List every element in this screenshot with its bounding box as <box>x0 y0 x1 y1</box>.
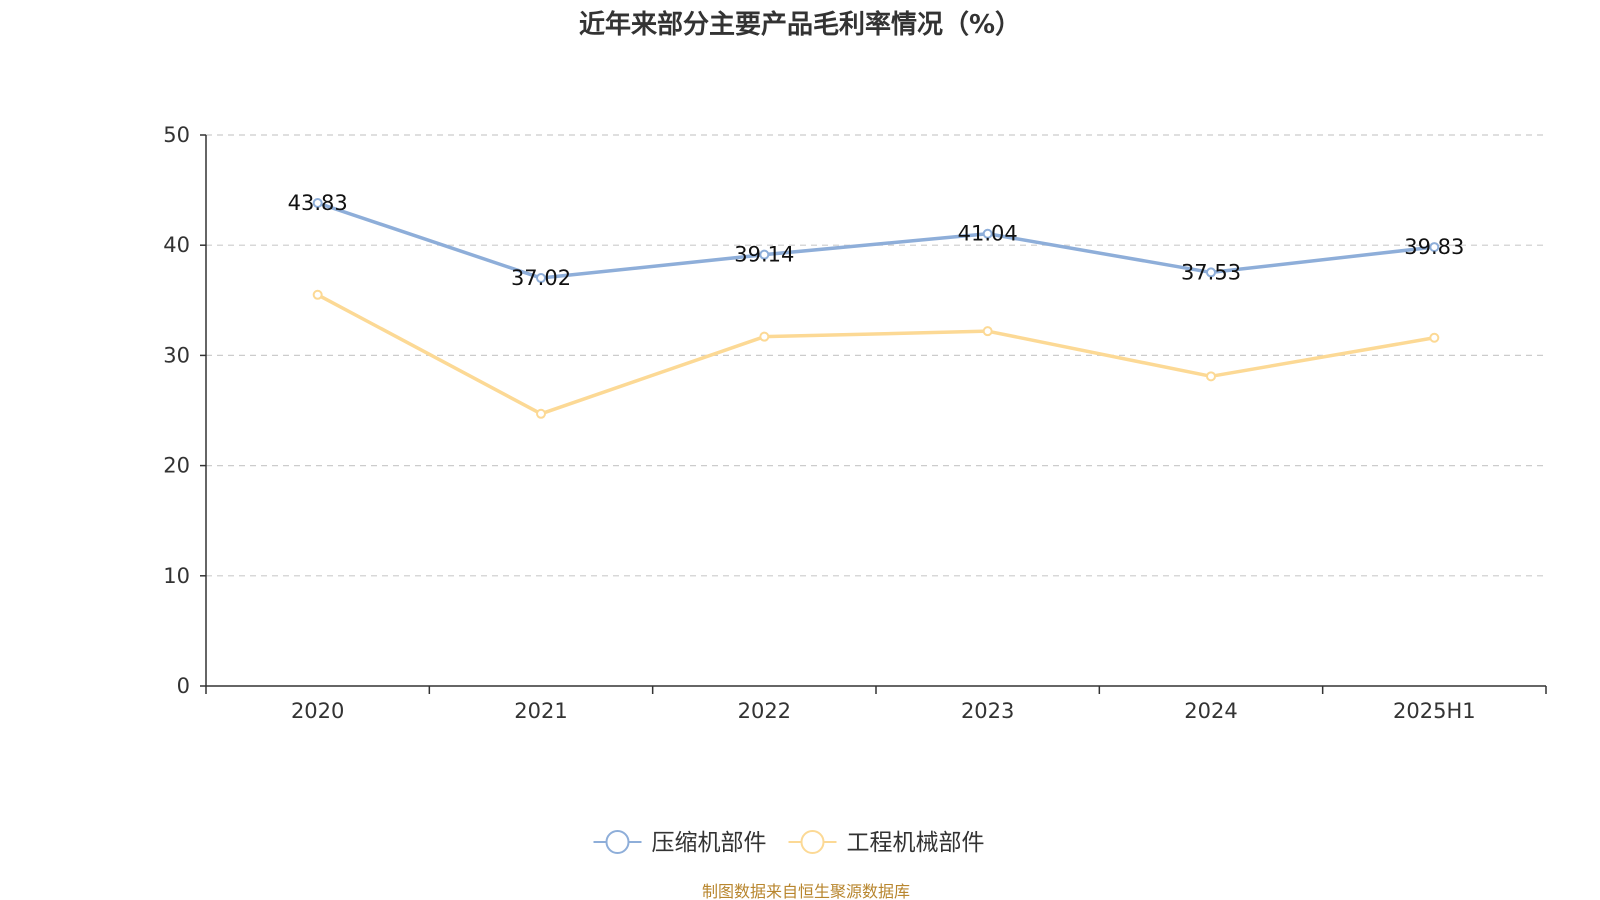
data-point-0-1[interactable] <box>536 273 546 284</box>
y-tick-label-40: 40 <box>163 233 190 257</box>
data-point-0-5[interactable] <box>1429 242 1440 253</box>
x-tick-label-2023: 2023 <box>961 699 1014 723</box>
data-point-0-4[interactable] <box>1206 267 1216 278</box>
legend-item-1[interactable]: 工程机械部件 <box>788 830 985 856</box>
data-label-0-5: 39.83 <box>1404 235 1464 259</box>
data-point-1-4[interactable] <box>1206 371 1216 382</box>
data-point-0-0[interactable] <box>312 197 323 208</box>
data-labels: 43.83 37.02 39.14 41.04 37.53 39.83 <box>288 191 1465 290</box>
x-tick-label-2025H1: 2025H1 <box>1393 699 1476 723</box>
data-label-0-4: 37.53 <box>1181 260 1241 284</box>
y-tick-label-10: 10 <box>163 564 190 588</box>
data-point-0-2[interactable] <box>759 249 770 260</box>
x-tick-label-2024: 2024 <box>1184 699 1237 723</box>
x-tick-label-2021: 2021 <box>514 699 567 723</box>
series-line-0 <box>315 201 1437 280</box>
data-label-0-1: 37.02 <box>511 266 571 290</box>
legend-item-0[interactable]: 压缩机部件 <box>593 830 767 856</box>
legend-label-0: 压缩机部件 <box>652 830 767 856</box>
chart-title: 近年来部分主要产品毛利率情况（%） <box>579 9 1021 40</box>
data-label-0-0: 43.83 <box>288 191 348 215</box>
data-point-1-5[interactable] <box>1429 332 1440 343</box>
y-tick-label-20: 20 <box>163 454 190 478</box>
series-lines <box>312 197 1440 419</box>
data-point-0-3[interactable] <box>982 228 993 239</box>
legend-label-1: 工程机械部件 <box>847 830 985 856</box>
data-point-1-1[interactable] <box>536 408 546 419</box>
x-tick-label-2020: 2020 <box>291 699 344 723</box>
data-point-1-3[interactable] <box>982 326 993 337</box>
y-tick-label-30: 30 <box>163 343 190 367</box>
legend[interactable]: 压缩机部件 工程机械部件 <box>593 830 985 856</box>
source-note: 制图数据来自恒生聚源数据库 <box>702 882 910 900</box>
y-tick-label-0: 0 <box>177 674 190 698</box>
legend-marker-0 <box>605 830 630 854</box>
series-line-1 <box>315 293 1437 416</box>
x-tick-label-2022: 2022 <box>738 699 791 723</box>
data-label-0-2: 39.14 <box>734 243 794 267</box>
axes: 0 10 20 30 40 50 2020 2021 2022 2023 2024 2025H1 <box>163 123 1547 723</box>
data-label-0-3: 41.04 <box>958 222 1018 246</box>
data-point-1-0[interactable] <box>312 289 323 300</box>
legend-marker-1 <box>800 830 825 854</box>
grid-lines <box>206 134 1546 577</box>
y-tick-label-50: 50 <box>163 123 190 147</box>
data-point-1-2[interactable] <box>759 331 770 342</box>
